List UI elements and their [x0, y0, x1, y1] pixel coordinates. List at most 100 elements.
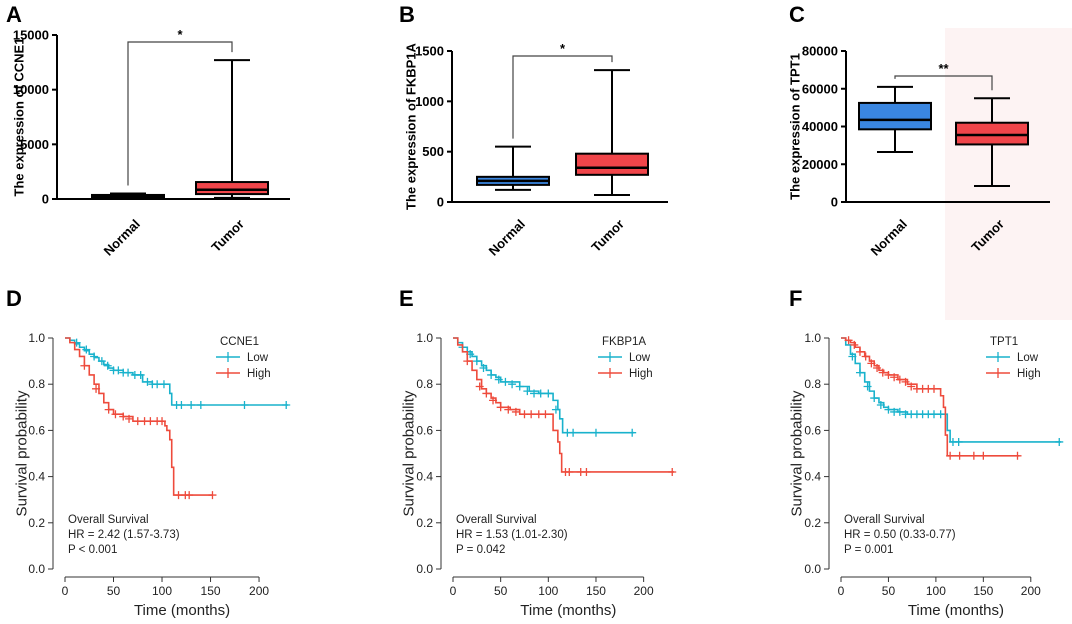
censor-mark	[668, 467, 677, 476]
censor-mark	[569, 428, 578, 437]
y-tick-label: 60000	[802, 81, 838, 96]
y-axis-label: The expression of CCNE1	[11, 38, 26, 197]
box-iqr	[195, 181, 269, 196]
x-tick-label: 50	[494, 584, 508, 598]
censor-mark	[520, 410, 529, 419]
censor-mark	[969, 451, 978, 460]
y-axis-label: Survival probability	[788, 390, 805, 516]
panel-letter: F	[789, 286, 802, 311]
censor-mark	[515, 382, 524, 391]
x-tick-label: 100	[926, 584, 946, 598]
x-tick-label: 50	[882, 584, 896, 598]
censor-mark	[1013, 451, 1022, 460]
significance-label: **	[938, 61, 949, 76]
y-tick-label: 0.8	[804, 377, 821, 391]
x-category-label: Normal	[868, 216, 910, 258]
censor-mark	[527, 410, 536, 419]
survival-curve-high	[65, 337, 217, 500]
censor-mark	[475, 382, 484, 391]
survival-stats: Overall Survival HR = 0.50 (0.33-0.77) P =…	[844, 514, 956, 556]
y-tick-label: 0.4	[28, 470, 45, 484]
censor-mark	[523, 387, 532, 396]
censor-mark	[196, 400, 205, 409]
censor-mark	[544, 389, 553, 398]
censor-mark	[534, 410, 543, 419]
censor-mark	[133, 417, 142, 426]
y-tick-label: 0	[831, 195, 838, 210]
censor-mark	[848, 352, 857, 361]
censor-mark	[873, 364, 882, 373]
survival-curve-high	[453, 337, 677, 476]
y-axis-label: The expression of FKBP1A	[403, 42, 418, 209]
censor-mark	[508, 380, 517, 389]
y-tick-label: 0.0	[416, 562, 433, 576]
x-tick-label: 100	[538, 584, 558, 598]
censor-mark	[482, 389, 491, 398]
stats-line: P = 0.001	[844, 544, 893, 556]
censor-mark	[979, 451, 988, 460]
curve-line	[841, 337, 1020, 457]
curve-line	[65, 337, 213, 496]
censor-mark	[92, 384, 101, 393]
y-tick-label: 0.4	[804, 470, 821, 484]
y-axis-label: The expression of TPT1	[787, 53, 802, 200]
legend-title: FKBP1A	[602, 336, 646, 348]
legend: FKBP1A Low High	[598, 336, 653, 380]
censor-mark	[582, 467, 591, 476]
censor-mark	[946, 451, 955, 460]
censor-mark	[146, 417, 155, 426]
censor-mark	[187, 400, 196, 409]
censor-mark	[174, 491, 183, 500]
censor-mark	[185, 491, 194, 500]
censor-mark	[487, 370, 496, 379]
y-tick-label: 0.2	[28, 516, 45, 530]
censor-mark	[536, 389, 545, 398]
y-tick-label: 0.6	[804, 423, 821, 437]
censor-mark	[463, 357, 472, 366]
stats-line: HR = 2.42 (1.57-3.73)	[68, 529, 180, 541]
box-iqr	[955, 121, 1029, 146]
censor-mark	[511, 407, 520, 416]
y-tick-label: 1.0	[28, 331, 45, 345]
x-tick-label: 150	[586, 584, 606, 598]
box-tumor	[195, 59, 269, 199]
y-tick-label: 1500	[415, 44, 444, 59]
censor-mark	[82, 345, 91, 354]
censor-mark	[125, 414, 134, 423]
censor-mark	[890, 373, 899, 382]
censor-mark	[855, 368, 864, 377]
stats-line: Overall Survival	[844, 514, 925, 526]
legend-title: CCNE1	[220, 336, 259, 348]
x-category-label: Normal	[101, 216, 143, 258]
censor-mark	[878, 368, 887, 377]
stats-line: HR = 0.50 (0.33-0.77)	[844, 529, 956, 541]
stats-line: Overall Survival	[456, 514, 537, 526]
censor-mark	[124, 368, 133, 377]
y-tick-label: 0.2	[804, 516, 821, 530]
box-normal	[858, 85, 932, 153]
panel-e-km-plot: E 0 50 100 150 200 0.0 0.2 0.4 0.6 0.8 1.0 Time (mon…	[399, 286, 677, 619]
significance-bracket	[894, 75, 993, 91]
censor-mark	[496, 403, 505, 412]
box-normal	[476, 145, 550, 191]
legend-label: Low	[629, 352, 651, 364]
y-tick-label: 0.0	[804, 562, 821, 576]
censor-mark	[591, 428, 600, 437]
censor-mark	[208, 491, 217, 500]
censor-mark	[104, 405, 113, 414]
censor-mark	[472, 357, 481, 366]
box-tumor	[575, 69, 649, 196]
y-axis-label: Survival probability	[13, 390, 30, 516]
y-tick-label: 1.0	[804, 331, 821, 345]
x-tick-label: 200	[634, 584, 654, 598]
x-category-label: Tumor	[588, 216, 627, 255]
survival-curve-low	[65, 337, 291, 409]
legend-label: Low	[247, 352, 269, 364]
censor-mark	[103, 361, 112, 370]
censor-mark	[551, 405, 560, 414]
censor-mark	[929, 384, 938, 393]
highlight-band	[945, 28, 1072, 320]
y-tick-label: 80000	[802, 44, 838, 59]
